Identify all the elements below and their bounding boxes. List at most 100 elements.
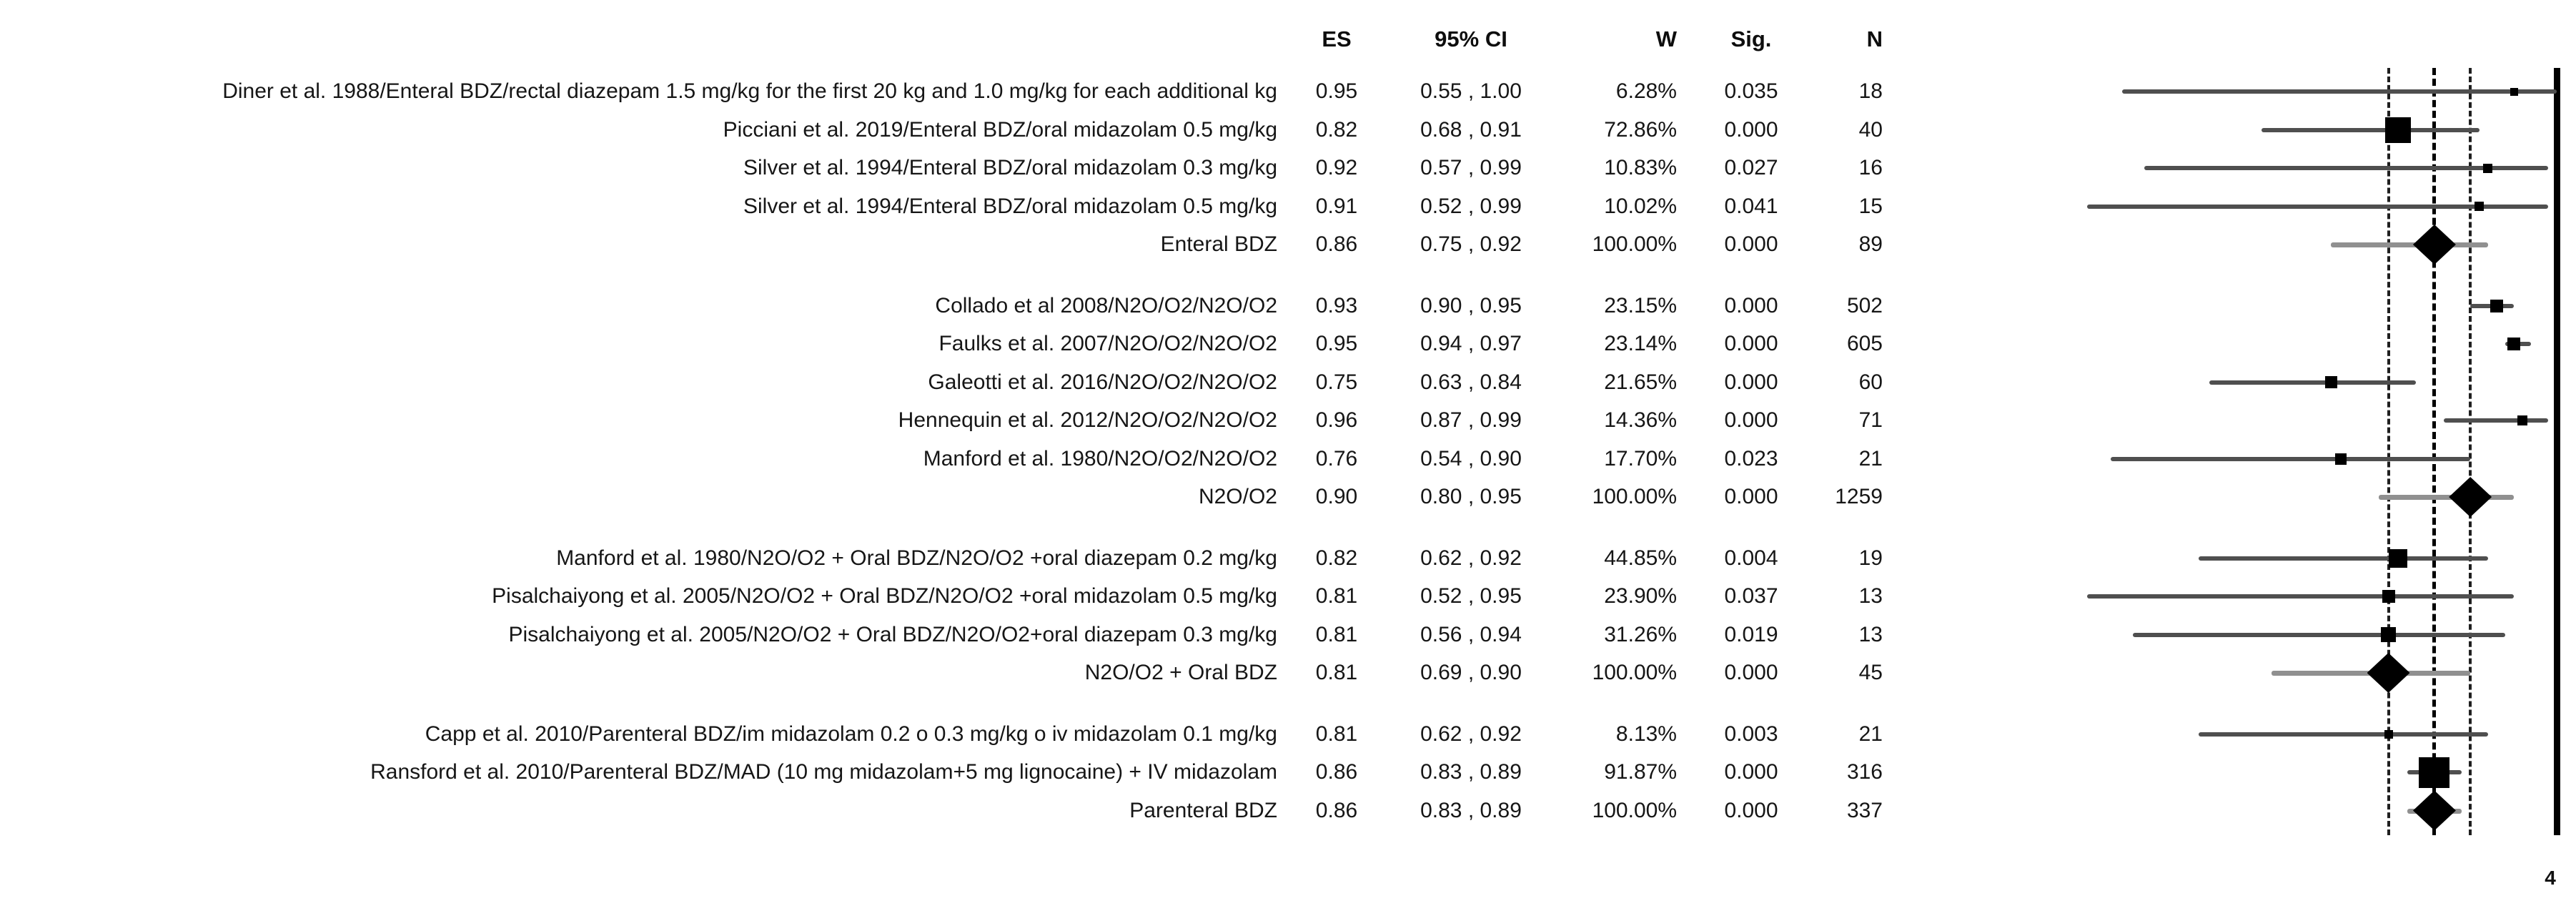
weight-value: 23.14% [1604, 332, 1677, 355]
footnote-mark: 4 [2545, 867, 2556, 889]
effect-square-marker [2382, 590, 2395, 603]
effect-square-marker [2388, 548, 2407, 568]
n-value: 13 [1858, 584, 1883, 608]
study-row: Ransford et al. 2010/Parenteral BDZ/MAD … [0, 753, 2576, 792]
study-label: Silver et al. 1994/Enteral BDZ/oral mida… [743, 194, 1277, 218]
es-value: 0.90 [1315, 485, 1358, 508]
study-label: Hennequin et al. 2012/N2O/O2/N2O/O2 [898, 408, 1277, 432]
effect-square-marker [2381, 627, 2396, 642]
n-value: 21 [1858, 446, 1883, 471]
sig-value: 0.000 [1724, 760, 1778, 784]
study-label: Picciani et al. 2019/Enteral BDZ/oral mi… [723, 117, 1277, 142]
dashed-reference-line [2387, 68, 2390, 835]
ci-value: 0.63 , 0.84 [1420, 370, 1522, 394]
weight-value: 21.65% [1604, 370, 1677, 394]
ci-value: 0.83 , 0.89 [1420, 798, 1522, 822]
pooled-diamond-marker [2449, 477, 2492, 517]
es-value: 0.96 [1315, 408, 1358, 432]
es-value: 0.82 [1315, 117, 1358, 142]
effect-square-marker [2324, 376, 2337, 388]
n-value: 21 [1858, 722, 1883, 746]
ci-value: 0.87 , 0.99 [1420, 408, 1522, 432]
n-value: 60 [1858, 370, 1883, 394]
sig-value: 0.037 [1724, 584, 1778, 608]
pooled-label: N2O/O2 + Oral BDZ [1084, 661, 1277, 684]
sig-value: 0.000 [1724, 485, 1778, 508]
n-value: 605 [1846, 332, 1883, 355]
pooled-label: N2O/O2 [1198, 485, 1277, 508]
ci-value: 0.52 , 0.99 [1420, 194, 1522, 218]
study-label: Faulks et al. 2007/N2O/O2/N2O/O2 [938, 332, 1277, 355]
weight-value: 100.00% [1592, 798, 1677, 822]
sig-value: 0.035 [1724, 79, 1778, 103]
weight-value: 100.00% [1592, 232, 1677, 256]
ci-value: 0.75 , 0.92 [1420, 232, 1522, 256]
study-row: Silver et al. 1994/Enteral BDZ/oral mida… [0, 149, 2576, 187]
effect-square-marker [2483, 163, 2493, 173]
sig-value: 0.000 [1724, 232, 1778, 256]
es-value: 0.81 [1315, 661, 1358, 684]
es-value: 0.91 [1315, 194, 1358, 218]
weight-value: 14.36% [1604, 408, 1677, 432]
ci-line [2261, 127, 2480, 132]
header-n: N [1866, 26, 1883, 51]
ci-line [2110, 456, 2471, 461]
pooled-row: N2O/O2 0.90 0.80 , 0.95 100.00% 0.000 1259 [0, 477, 2576, 517]
study-row: Hennequin et al. 2012/N2O/O2/N2O/O2 0.96 0… [0, 401, 2576, 440]
sig-value: 0.027 [1724, 156, 1778, 179]
ci-line [2331, 242, 2488, 247]
ci-line [2379, 495, 2515, 500]
study-label: Capp et al. 2010/Parenteral BDZ/im midaz… [425, 722, 1277, 746]
study-row: Faulks et al. 2007/N2O/O2/N2O/O2 0.95 0.94… [0, 325, 2576, 363]
study-label: Pisalchaiyong et al. 2005/N2O/O2 + Oral … [492, 584, 1277, 608]
study-row: Galeotti et al. 2016/N2O/O2/N2O/O2 0.75 0.… [0, 363, 2576, 402]
sig-value: 0.000 [1724, 332, 1778, 355]
study-row: Silver et al. 1994/Enteral BDZ/oral mida… [0, 187, 2576, 226]
pooled-diamond-marker [2412, 790, 2456, 831]
es-value: 0.81 [1315, 584, 1358, 608]
study-row: Diner et al. 1988/Enteral BDZ/rectal dia… [0, 72, 2576, 111]
sig-value: 0.000 [1724, 370, 1778, 394]
weight-value: 17.70% [1604, 446, 1677, 471]
pooled-label: Parenteral BDZ [1129, 798, 1277, 822]
es-value: 0.81 [1315, 722, 1358, 746]
study-row: Collado et al 2008/N2O/O2/N2O/O2 0.93 0.90… [0, 287, 2576, 325]
pooled-diamond-marker [2367, 653, 2410, 693]
dashed-reference-line [2469, 68, 2472, 835]
weight-value: 31.26% [1604, 622, 1677, 646]
study-label: Ransford et al. 2010/Parenteral BDZ/MAD … [370, 760, 1277, 784]
es-value: 0.76 [1315, 446, 1358, 471]
es-value: 0.86 [1315, 798, 1358, 822]
ci-line [2199, 732, 2488, 737]
ci-value: 0.69 , 0.90 [1420, 661, 1522, 684]
effect-square-marker [2510, 87, 2518, 96]
ci-value: 0.83 , 0.89 [1420, 760, 1522, 784]
axis-line [2553, 68, 2560, 835]
n-value: 316 [1846, 760, 1883, 784]
study-row: Manford et al. 1980/N2O/O2 + Oral BDZ/N2… [0, 539, 2576, 578]
weight-value: 8.13% [1615, 722, 1677, 746]
ci-value: 0.80 , 0.95 [1420, 485, 1522, 508]
sig-value: 0.000 [1724, 117, 1778, 142]
ci-line [2087, 594, 2515, 599]
effect-square-marker [2419, 757, 2450, 788]
ci-value: 0.90 , 0.95 [1420, 293, 1522, 317]
study-row: Manford et al. 1980/N2O/O2/N2O/O2 0.76 0.5… [0, 440, 2576, 478]
pooled-row: Enteral BDZ 0.86 0.75 , 0.92 100.00% 0.000 89 [0, 225, 2576, 265]
n-value: 337 [1846, 798, 1883, 822]
header-es: ES [1322, 26, 1352, 51]
n-value: 45 [1858, 661, 1883, 684]
study-label: Diner et al. 1988/Enteral BDZ/rectal dia… [222, 79, 1277, 103]
sig-value: 0.000 [1724, 408, 1778, 432]
es-value: 0.86 [1315, 232, 1358, 256]
weight-value: 10.02% [1604, 194, 1677, 218]
ci-value: 0.52 , 0.95 [1420, 584, 1522, 608]
study-label: Manford et al. 1980/N2O/O2/N2O/O2 [923, 446, 1277, 471]
ci-line [2144, 166, 2549, 170]
study-row: Picciani et al. 2019/Enteral BDZ/oral mi… [0, 111, 2576, 149]
es-value: 0.95 [1315, 79, 1358, 103]
weight-value: 10.83% [1604, 156, 1677, 179]
sig-value: 0.000 [1724, 661, 1778, 684]
es-value: 0.81 [1315, 622, 1358, 646]
n-value: 40 [1858, 117, 1883, 142]
